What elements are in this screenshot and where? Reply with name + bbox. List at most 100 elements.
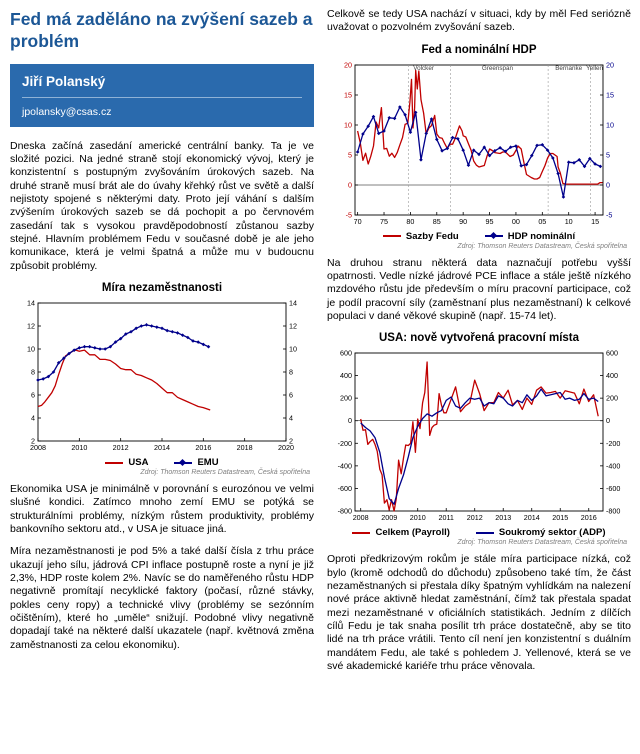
svg-text:-200: -200 <box>338 439 352 448</box>
svg-text:Greenspan: Greenspan <box>482 64 514 71</box>
legend-item: Celkem (Payroll) <box>352 527 450 539</box>
svg-text:2016: 2016 <box>195 443 211 452</box>
svg-text:Bernanke: Bernanke <box>555 64 582 71</box>
svg-text:2010: 2010 <box>410 513 426 522</box>
legend-item: EMU <box>174 457 219 468</box>
legend-label: Celkem (Payroll) <box>375 527 450 539</box>
chart-jobs-title: USA: nově vytvořená pracovní místa <box>378 332 580 345</box>
legend-swatch <box>174 461 193 464</box>
svg-text:Volcker: Volcker <box>413 64 434 71</box>
legend-item: USA <box>105 457 148 468</box>
svg-text:20: 20 <box>606 60 614 69</box>
paragraph-intro: Dneska začíná zasedání americké centráln… <box>10 139 314 272</box>
chart-unemployment: Míra nezaměstnanosti 2 2 4 4 6 6 8 8 10 10 12 12 14 1… <box>10 282 314 476</box>
svg-text:400: 400 <box>340 371 352 380</box>
svg-text:2008: 2008 <box>353 513 369 522</box>
right-column: Celkově se tedy USA nachází v situaci, k… <box>327 8 631 682</box>
svg-text:2014: 2014 <box>154 443 170 452</box>
svg-text:0: 0 <box>606 417 610 426</box>
svg-text:2013: 2013 <box>495 513 511 522</box>
svg-text:14: 14 <box>27 299 35 308</box>
legend-swatch <box>475 531 494 534</box>
svg-text:200: 200 <box>340 394 352 403</box>
svg-text:-5: -5 <box>346 210 352 219</box>
legend-swatch <box>105 461 124 464</box>
chart-jobs: USA: nově vytvořená pracovní místa -800 -… <box>327 332 631 546</box>
svg-text:2012: 2012 <box>113 443 129 452</box>
legend-swatch <box>382 235 401 238</box>
svg-text:2010: 2010 <box>71 443 87 452</box>
paragraph-us-economy: Ekonomika USA je minimálně v porovnání s… <box>10 483 314 536</box>
paragraph-yellen: Oproti předkrizovým rokům je stále míra … <box>327 553 631 672</box>
svg-text:Yellen: Yellen <box>586 64 603 71</box>
author-box: Jiří Polanský jpolansky@csas.cz <box>10 63 314 127</box>
paragraph-conclusion-rates: Celkově se tedy USA nachází v situaci, k… <box>327 8 631 34</box>
svg-text:70: 70 <box>354 217 362 226</box>
svg-text:6: 6 <box>31 391 35 400</box>
svg-text:5: 5 <box>606 150 610 159</box>
svg-text:-400: -400 <box>606 462 620 471</box>
legend-item: HDP nominální <box>484 230 576 242</box>
svg-text:12: 12 <box>289 322 297 331</box>
author-name: Jiří Polanský <box>22 74 302 98</box>
svg-text:8: 8 <box>31 368 35 377</box>
legend-item: Sazby Fedu <box>382 231 459 242</box>
svg-text:75: 75 <box>380 217 388 226</box>
legend-label: HDP nominální <box>507 230 576 242</box>
chart-unemployment-source: Zdroj: Thomson Reuters Datastream, Česká… <box>140 469 310 477</box>
chart-unemployment-legend: USA EMU <box>10 457 314 468</box>
svg-text:-600: -600 <box>606 484 620 493</box>
paragraph-labour-market: Míra nezaměstnanosti je pod 5% a také da… <box>10 545 314 651</box>
svg-text:15: 15 <box>344 90 352 99</box>
svg-text:10: 10 <box>565 217 573 226</box>
legend-swatch <box>352 531 371 534</box>
chart-jobs-legend: Celkem (Payroll) Soukromý sektor (ADP) <box>327 527 631 538</box>
svg-text:2012: 2012 <box>467 513 483 522</box>
svg-text:6: 6 <box>289 391 293 400</box>
svg-text:05: 05 <box>538 217 546 226</box>
svg-text:85: 85 <box>433 217 441 226</box>
svg-text:-600: -600 <box>338 484 352 493</box>
svg-text:-800: -800 <box>606 507 620 516</box>
chart-fed-ngdp-legend: Sazby Fedu HDP nominální <box>327 231 631 242</box>
chart-fed-ngdp: Fed a nominální HDP -5 -5 0 0 5 5 10 10 15 15 20 20… <box>327 44 631 250</box>
svg-text:600: 600 <box>606 349 618 358</box>
svg-text:200: 200 <box>606 394 618 403</box>
svg-text:0: 0 <box>348 417 352 426</box>
svg-text:-400: -400 <box>338 462 352 471</box>
svg-text:14: 14 <box>289 299 297 308</box>
legend-swatch <box>484 235 503 238</box>
chart-unemployment-title: Míra nezaměstnanosti <box>101 282 223 295</box>
svg-text:2014: 2014 <box>524 513 540 522</box>
svg-text:400: 400 <box>606 371 618 380</box>
svg-text:20: 20 <box>344 60 352 69</box>
svg-text:2018: 2018 <box>237 443 253 452</box>
svg-text:10: 10 <box>27 345 35 354</box>
svg-text:80: 80 <box>406 217 414 226</box>
svg-text:4: 4 <box>289 414 293 423</box>
svg-text:0: 0 <box>348 180 352 189</box>
chart-jobs-canvas: -800 -800 -600 -600 -400 -400 -200 -200 0 0 200 200… <box>338 349 621 523</box>
svg-text:2: 2 <box>289 437 293 446</box>
svg-text:12: 12 <box>27 322 35 331</box>
svg-text:2009: 2009 <box>381 513 397 522</box>
svg-text:2011: 2011 <box>438 513 453 522</box>
svg-text:4: 4 <box>31 414 35 423</box>
svg-text:10: 10 <box>344 120 352 129</box>
svg-text:10: 10 <box>606 120 614 129</box>
svg-text:0: 0 <box>606 180 610 189</box>
chart-jobs-source: Zdroj: Thomson Reuters Datastream, Česká… <box>457 539 627 547</box>
author-email: jpolansky@csas.cz <box>22 105 112 118</box>
svg-text:2020: 2020 <box>278 443 294 452</box>
article-title: Fed má zaděláno na zvýšení sazeb a probl… <box>10 9 313 52</box>
svg-text:2015: 2015 <box>552 513 568 522</box>
svg-text:00: 00 <box>512 217 520 226</box>
svg-text:2016: 2016 <box>581 513 597 522</box>
svg-text:-800: -800 <box>338 507 352 516</box>
svg-text:2008: 2008 <box>30 443 46 452</box>
svg-text:5: 5 <box>348 150 352 159</box>
svg-text:600: 600 <box>340 349 352 358</box>
chart-fed-ngdp-source: Zdroj: Thomson Reuters Datastream, Česká… <box>457 242 627 250</box>
left-column: Fed má zaděláno na zvýšení sazeb a probl… <box>10 8 314 682</box>
